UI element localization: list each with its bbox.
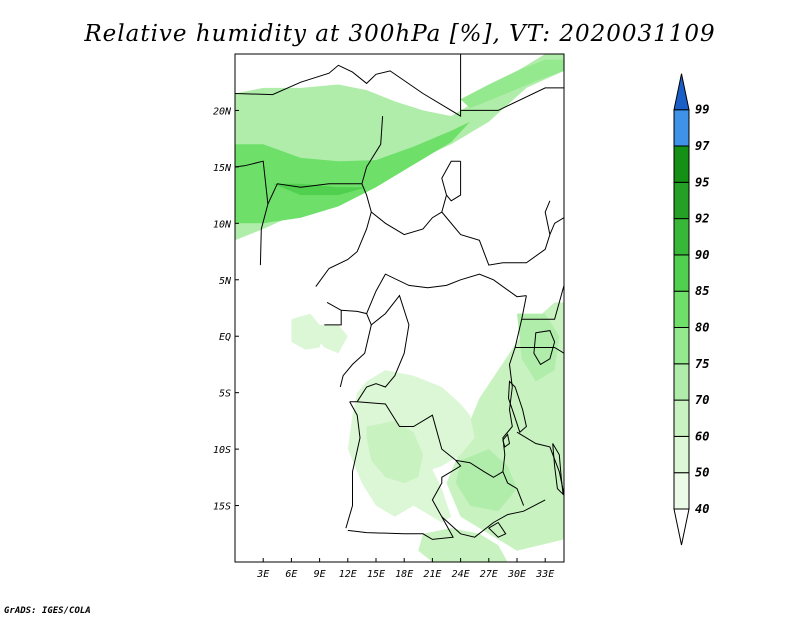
colorbar-label: 95 — [695, 175, 709, 189]
colorbar-label: 60 — [695, 429, 709, 443]
country-border — [361, 116, 384, 184]
colorbar-label: 97 — [695, 139, 710, 153]
colorbar-segment — [673, 109, 690, 147]
y-tick-label: 20N — [213, 106, 232, 117]
x-tick-label: 18E — [395, 569, 413, 580]
colorbar-label: 80 — [695, 321, 709, 335]
y-tick-label: 15S — [213, 502, 231, 513]
lake-outline — [507, 380, 527, 434]
country-border — [267, 183, 372, 287]
humidity-region-south-patch — [418, 528, 508, 562]
colorbar-label: 92 — [695, 212, 709, 226]
country-border — [446, 161, 462, 202]
chart-title: Relative humidity at 300hPa [%], VT: 202… — [83, 21, 715, 47]
colorbar-segment — [673, 472, 690, 510]
colorbar-segment — [673, 327, 690, 365]
country-border — [455, 459, 504, 478]
country-border — [349, 294, 410, 403]
y-tick-label: EQ — [219, 332, 231, 343]
colorbar: 40 50 60 70 75 80 85 90 92 95 97 99 — [673, 73, 710, 546]
humidity-region-ne-plume — [460, 59, 564, 109]
colorbar-segment — [673, 254, 690, 292]
humidity-region-angola-core — [366, 420, 423, 483]
x-tick-label: 24E — [452, 569, 470, 580]
country-border — [441, 211, 564, 266]
colorbar-label: 75 — [695, 357, 709, 371]
colorbar-under-triangle — [673, 508, 690, 546]
country-border — [460, 87, 564, 111]
y-tick-label: 5S — [219, 389, 231, 400]
country-border — [521, 285, 564, 320]
grads-credit: GrADS: IGES/COLA — [4, 606, 91, 616]
colorbar-over-triangle — [673, 73, 690, 111]
humidity-region-zambia-core — [455, 449, 517, 512]
lake-outline — [502, 433, 511, 448]
country-border — [441, 499, 546, 538]
colorbar-label: 70 — [695, 393, 709, 407]
country-border — [515, 347, 564, 354]
x-tick-label: 33E — [535, 569, 554, 580]
x-tick-label: 6E — [285, 569, 297, 580]
humidity-region-gulf-guinea-spot — [291, 313, 325, 350]
country-border — [370, 160, 461, 236]
lake-outline — [533, 330, 556, 366]
colorbar-segment — [673, 290, 690, 329]
x-tick-label: 12E — [339, 569, 357, 580]
axis-ticks: 3E 6E 9E 12E 15E 18E 21E 24E 27E 30E 33E 20N 15N 10N 5… — [213, 106, 554, 580]
y-tick-label: 15N — [213, 163, 232, 174]
colorbar-segment — [673, 435, 690, 474]
colorbar-label: 90 — [695, 248, 709, 262]
x-tick-label: 21E — [423, 569, 441, 580]
country-border — [235, 54, 462, 117]
lake-outline — [552, 443, 564, 496]
country-border — [235, 160, 269, 266]
y-tick-label: 5N — [219, 276, 232, 287]
colorbar-label: 85 — [695, 284, 709, 298]
country-borders — [235, 54, 564, 562]
country-border — [347, 401, 462, 540]
colorbar-segment — [673, 181, 690, 220]
colorbar-label: 40 — [695, 502, 709, 516]
x-tick-label: 30E — [507, 569, 526, 580]
lake-outline — [487, 521, 507, 538]
y-tick-label: 10S — [213, 445, 231, 456]
colorbar-segment — [673, 218, 690, 256]
x-tick-label: 27E — [480, 569, 498, 580]
country-border — [544, 200, 551, 235]
x-tick-label: 9E — [314, 569, 326, 580]
map-frame — [234, 53, 565, 563]
humidity-region-sahel-core — [235, 121, 470, 224]
colorbar-label: 99 — [695, 103, 709, 117]
country-border — [324, 310, 342, 326]
colorbar-label: 50 — [695, 466, 709, 480]
x-tick-label: 15E — [367, 569, 385, 580]
country-border — [516, 431, 564, 495]
y-tick-label: 10N — [213, 219, 232, 230]
colorbar-segment — [673, 145, 690, 183]
humidity-shading — [235, 54, 564, 562]
x-tick-label: 3E — [256, 569, 269, 580]
humidity-region-gabon-spot — [314, 324, 348, 354]
country-border — [345, 401, 361, 529]
country-border — [366, 273, 527, 314]
colorbar-segment — [673, 399, 690, 437]
colorbar-segment — [673, 363, 690, 401]
